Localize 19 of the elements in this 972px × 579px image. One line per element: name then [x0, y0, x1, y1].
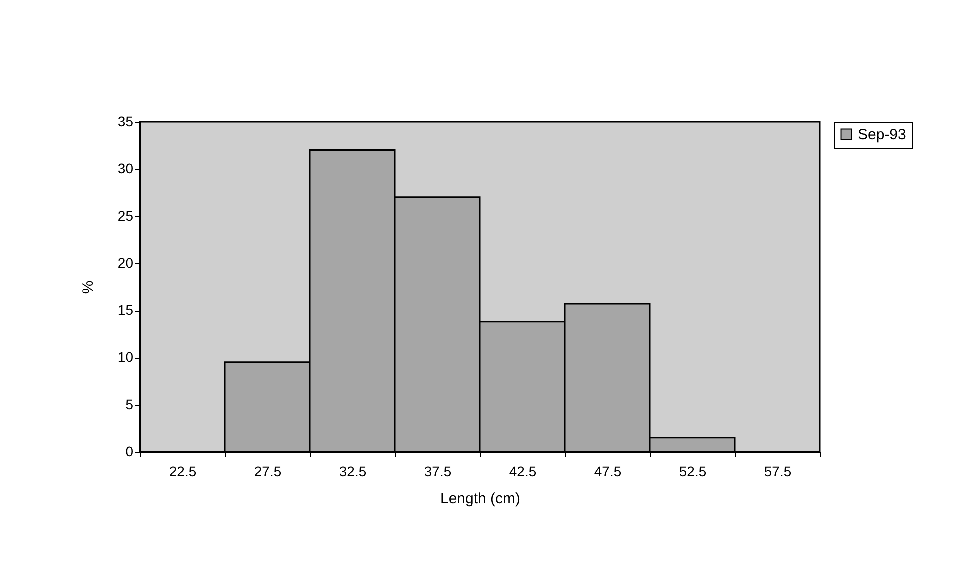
y-tick-label: 30 — [118, 160, 134, 177]
x-tick-label: 57.5 — [764, 464, 792, 480]
x-tick-label: 52.5 — [679, 464, 707, 480]
x-tick-label: 47.5 — [594, 464, 622, 480]
y-tick-label: 35 — [118, 114, 134, 130]
y-tick-label: 10 — [118, 349, 134, 366]
x-axis-title: Length (cm) — [440, 490, 521, 508]
x-tick-label: 37.5 — [424, 464, 452, 480]
x-tick-label: 42.5 — [509, 464, 537, 480]
y-tick-label: 20 — [118, 254, 134, 271]
y-tick-label: 15 — [118, 302, 134, 318]
y-tick-label: 25 — [118, 208, 134, 224]
y-tick-label: 0 — [126, 444, 134, 460]
x-tick-label: 22.5 — [169, 464, 197, 480]
legend-label: Sep-93 — [858, 126, 906, 144]
y-axis-title: % — [80, 280, 97, 294]
y-tick-label: 5 — [126, 396, 134, 412]
x-tick-label: 27.5 — [254, 464, 282, 480]
x-tick-label: 32.5 — [339, 464, 367, 480]
